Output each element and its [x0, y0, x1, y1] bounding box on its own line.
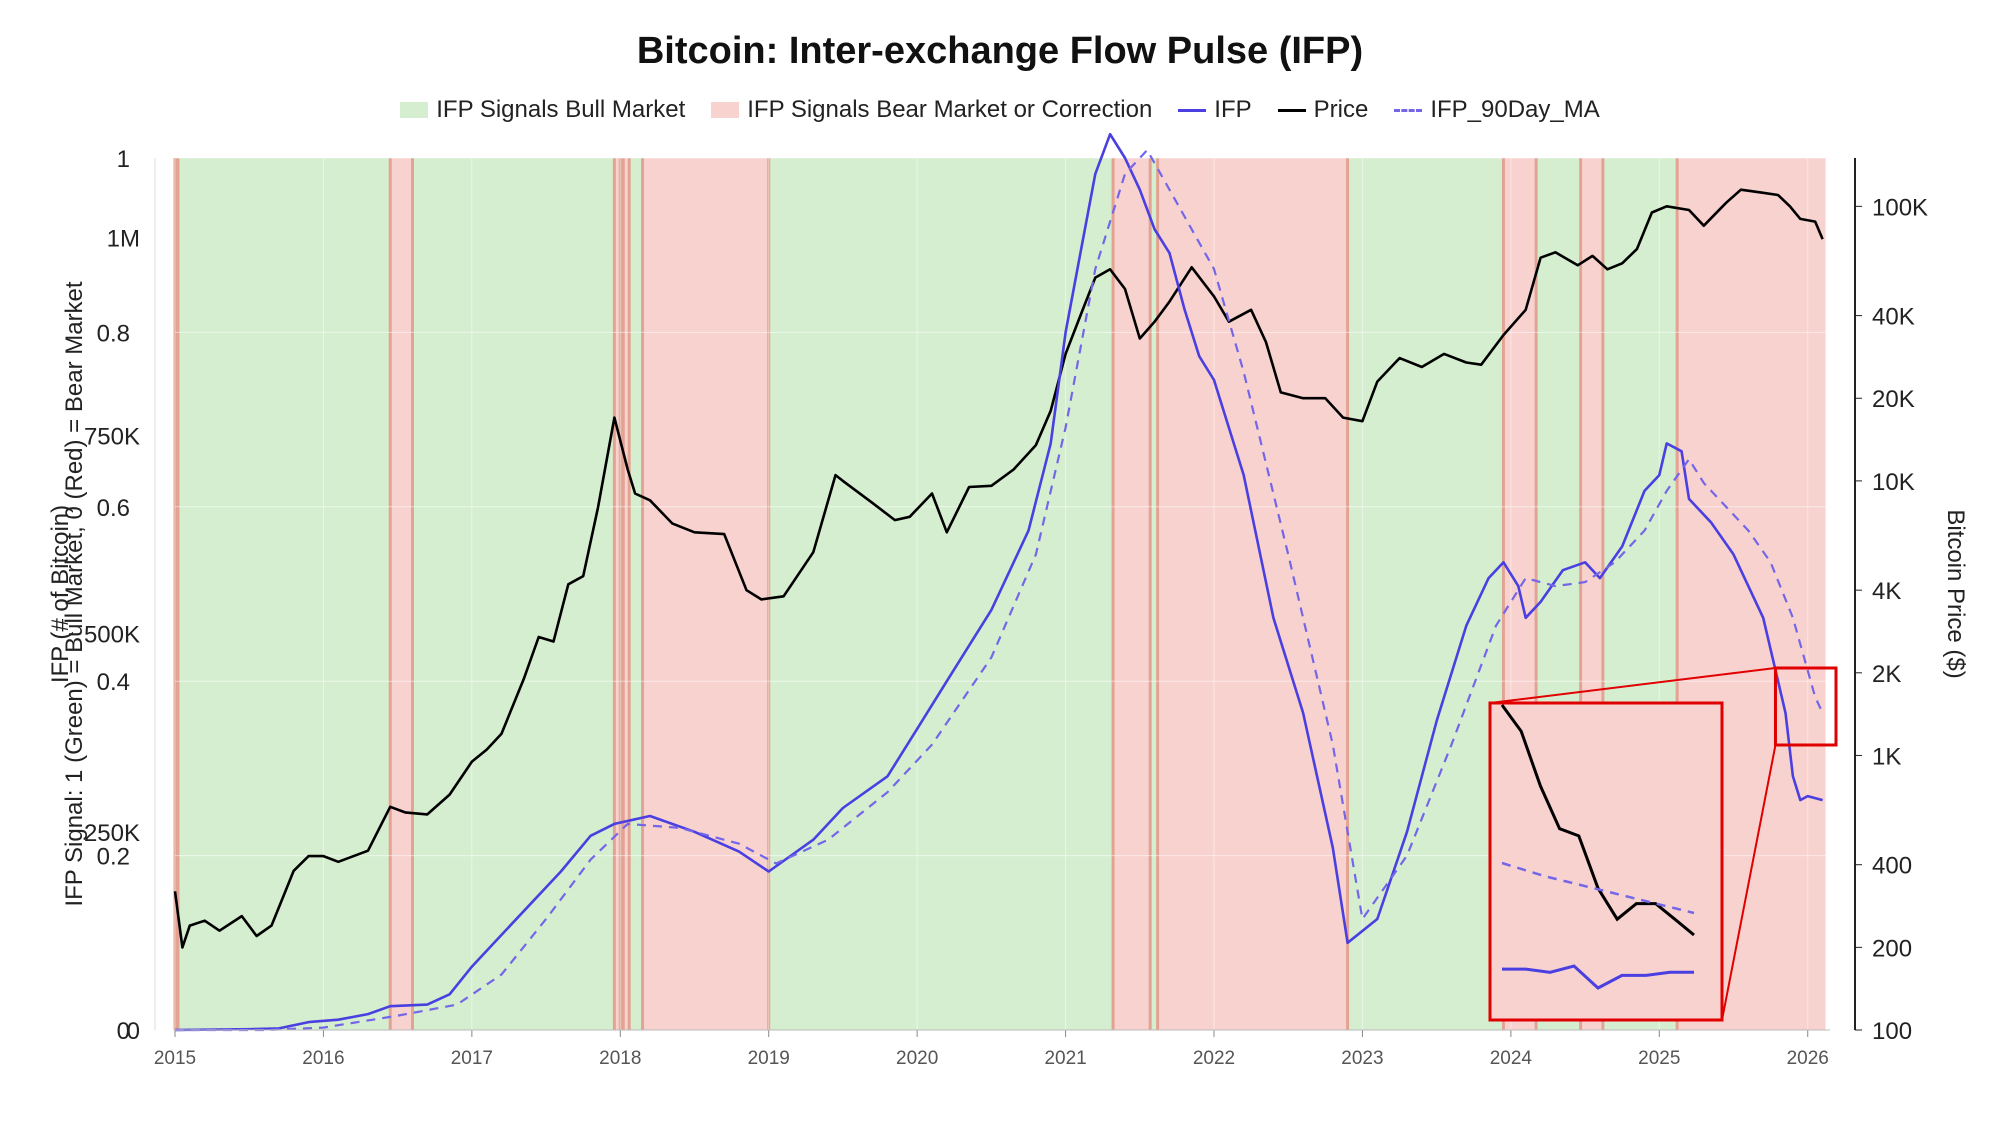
regime-band-bull [177, 158, 391, 1030]
regime-band-bear [1157, 158, 1348, 1030]
regime-band-bear [623, 158, 630, 1030]
y-ifp-tick-label: 250K [84, 820, 140, 847]
legend-label-bull: IFP Signals Bull Market [436, 96, 686, 123]
x-tick-label: 2024 [1490, 1048, 1533, 1069]
x-tick-label: 2015 [154, 1048, 196, 1069]
y-signal-tick-label: 0.8 [97, 320, 130, 347]
y-signal-tick-label: 0.2 [97, 844, 130, 871]
x-tick-label: 2019 [748, 1048, 790, 1069]
regime-band-bear [642, 158, 769, 1030]
y-price-tick-label: 100K [1872, 194, 1928, 221]
inset-connector [1721, 744, 1777, 1021]
legend-label-price: Price [1313, 96, 1369, 123]
regime-band-bear [390, 158, 413, 1030]
y-ifp-tick-label: 0 [127, 1018, 140, 1045]
regime-bands [173, 158, 1826, 1030]
series-line-ifp-90day-ma [175, 148, 1824, 1032]
y-price-tick-label: 1K [1872, 743, 1901, 770]
y-price-tick-label: 2K [1872, 661, 1901, 688]
chart-title: Bitcoin: Inter-exchange Flow Pulse (IFP) [636, 30, 1364, 72]
y-price-tick-label: 4K [1872, 578, 1901, 605]
x-tick-label: 2017 [451, 1048, 493, 1069]
regime-band-bull [1347, 158, 1504, 1030]
y-signal-tick-label: 1 [117, 146, 130, 173]
y-price-tick-label: 20K [1872, 386, 1915, 413]
axes: 2015 2016 2017 2018 2019 2020 2021 2022 2023 2024… [47, 146, 1969, 1069]
regime-band-bull [1150, 158, 1158, 1030]
inset-source-box [1773, 666, 1838, 747]
x-tick-label: 2018 [599, 1048, 641, 1069]
legend-swatch-ma [1394, 108, 1423, 112]
legend-swatch-price [1277, 108, 1306, 112]
y-ifp-tick-label: 750K [84, 423, 140, 450]
y-signal-axis-title: IFP Signal: 1 (Green) = Bull Market, 0 (… [61, 281, 88, 906]
legend-label-bear: IFP Signals Bear Market or Correction [747, 96, 1153, 123]
series-lines [173, 132, 1824, 1032]
x-tick-label: 2023 [1341, 1048, 1383, 1069]
y-signal-tick-label: 0.4 [97, 669, 130, 696]
legend-item-ma[interactable]: IFP_90Day_MA [1394, 96, 1600, 124]
legend: IFP Signals Bull Market IFP Signals Bear… [0, 96, 2000, 124]
x-tick-label: 2025 [1638, 1048, 1680, 1069]
x-tick-label: 2016 [302, 1048, 344, 1069]
legend-swatch-ifp [1178, 108, 1207, 112]
inset-line-ifp-90day-ma [1501, 861, 1695, 915]
y-signal-tick-label: 0.6 [97, 495, 130, 522]
legend-item-price[interactable]: Price [1277, 96, 1369, 124]
x-tick-label: 2026 [1787, 1048, 1829, 1069]
regime-band-bull [768, 158, 1114, 1030]
legend-item-ifp[interactable]: IFP [1178, 96, 1252, 124]
x-tick-label: 2020 [896, 1048, 938, 1069]
y-price-tick-label: 100 [1872, 1018, 1912, 1045]
zoom-inset [1488, 666, 1838, 1022]
y-price-tick-label: 40K [1872, 304, 1915, 331]
y-ifp-axis-title: IFP (# of Bitcoin) [47, 505, 74, 683]
legend-swatch-bear [711, 102, 740, 118]
inset-line-ifp [1502, 964, 1694, 990]
inset-connector [1489, 667, 1776, 704]
x-tick-label: 2022 [1193, 1048, 1235, 1069]
regime-band-bear [614, 158, 621, 1030]
regime-band-bull [412, 158, 615, 1030]
legend-item-bear[interactable]: IFP Signals Bear Market or Correction [711, 96, 1152, 124]
legend-swatch-bull [400, 102, 429, 118]
regime-band-bear [1113, 158, 1151, 1030]
x-tick-label: 2021 [1044, 1048, 1086, 1069]
y-ifp-tick-label: 1M [107, 225, 140, 252]
legend-label-ma: IFP_90Day_MA [1430, 96, 1600, 123]
series-line-ifp [174, 132, 1823, 1032]
y-price-tick-label: 200 [1872, 935, 1912, 962]
y-price-tick-label: 400 [1872, 853, 1912, 880]
y-price-tick-label: 10K [1872, 469, 1915, 496]
y-price-axis-title: Bitcoin Price ($) [1942, 509, 1969, 678]
legend-label-ifp: IFP [1214, 96, 1252, 123]
legend-item-bull[interactable]: IFP Signals Bull Market [400, 96, 685, 124]
series-line-price [173, 188, 1824, 949]
y-signal-tick-label: 0 [117, 1018, 130, 1045]
regime-band-bull [629, 158, 643, 1030]
y-ifp-tick-label: 500K [84, 622, 140, 649]
